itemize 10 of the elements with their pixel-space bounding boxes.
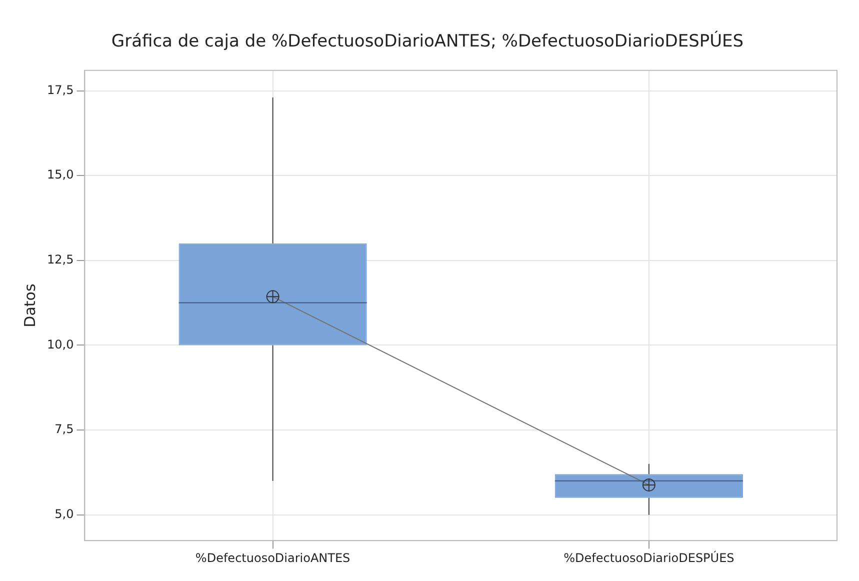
x-tick-label: %DefectuosoDiarioANTES <box>195 550 350 565</box>
y-tick-label: 5,0 <box>54 506 74 521</box>
y-tick-label: 15,0 <box>47 168 74 182</box>
y-tick-label: 12,5 <box>47 252 74 267</box>
chart-title: Gráfica de caja de %DefectuosoDiarioANTES; %DefectuosoDiarioDESPÚES <box>111 30 744 52</box>
y-tick-label: 17,5 <box>47 82 74 97</box>
y-axis-title: Datos <box>20 284 39 328</box>
y-tick-label: 10,0 <box>47 337 74 352</box>
y-tick-label: 7,5 <box>54 422 74 436</box>
x-tick-label: %DefectuosoDiarioDESPÚES <box>564 550 734 565</box>
